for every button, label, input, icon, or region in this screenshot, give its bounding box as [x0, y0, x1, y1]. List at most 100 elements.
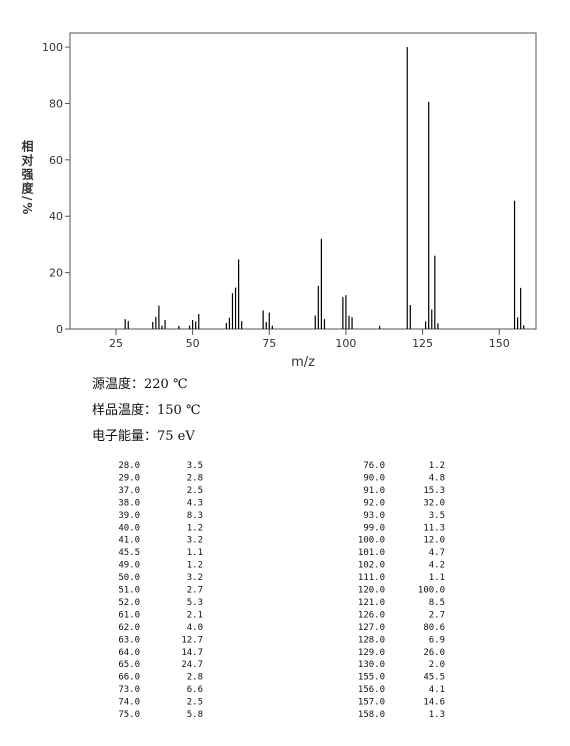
peak [188, 325, 191, 329]
intensity-cell: 5.8 [187, 710, 203, 720]
y-tick-label: 20 [49, 267, 63, 280]
mz-cell: 101.0 [358, 548, 385, 558]
peak [238, 259, 240, 329]
peak [178, 325, 180, 329]
y-tick-label: 0 [56, 323, 63, 336]
mz-cell: 130.0 [358, 660, 385, 670]
peak [158, 305, 160, 329]
peak [124, 319, 126, 329]
mz-cell: 92.0 [363, 498, 385, 508]
intensity-cell: 2.5 [187, 486, 203, 496]
mz-cell: 37.0 [118, 486, 140, 496]
mz-cell: 65.0 [118, 660, 140, 670]
intensity-cell: 12.7 [181, 635, 203, 645]
peak [520, 287, 522, 329]
intensity-cell: 26.0 [423, 648, 445, 658]
peak [195, 321, 197, 329]
mz-cell: 38.0 [118, 498, 140, 508]
peak [192, 319, 194, 329]
mz-cell: 156.0 [358, 685, 385, 695]
peak [434, 255, 436, 329]
y-tick-label: 80 [49, 97, 63, 110]
mz-cell: 128.0 [358, 635, 385, 645]
peak [379, 325, 381, 329]
peak [225, 323, 227, 329]
mz-cell: 74.0 [118, 698, 140, 708]
intensity-cell: 14.7 [181, 648, 203, 658]
intensity-cell: 45.5 [423, 673, 445, 683]
intensity-cell: 100.0 [418, 586, 445, 596]
peak [198, 314, 200, 329]
peak [320, 238, 322, 329]
mz-cell: 100.0 [358, 536, 385, 546]
mz-cell: 29.0 [118, 473, 140, 483]
info-line: 电子能量：75 eV [92, 429, 195, 444]
intensity-cell: 2.7 [187, 586, 203, 596]
peak [348, 315, 350, 329]
mz-cell: 63.0 [118, 635, 140, 645]
peak [268, 312, 270, 329]
intensity-cell: 2.1 [187, 610, 203, 620]
intensity-cell: 4.0 [187, 623, 203, 633]
intensity-cell: 12.0 [423, 536, 445, 546]
mz-cell: 50.0 [118, 573, 140, 583]
intensity-cell: 1.1 [429, 573, 445, 583]
intensity-cell: 2.7 [429, 610, 445, 620]
peak [437, 323, 439, 329]
mz-cell: 66.0 [118, 673, 140, 683]
intensity-cell: 4.1 [429, 685, 445, 695]
intensity-cell: 4.3 [187, 498, 203, 508]
mz-cell: 90.0 [363, 473, 385, 483]
intensity-cell: 2.8 [187, 473, 203, 483]
peak [161, 325, 163, 329]
intensity-cell: 80.6 [423, 623, 445, 633]
intensity-cell: 11.3 [423, 523, 445, 533]
intensity-cell: 3.2 [187, 536, 203, 546]
intensity-cell: 1.2 [429, 461, 445, 471]
peak [513, 200, 516, 329]
x-axis-label: m/z [291, 355, 315, 370]
mz-cell: 127.0 [358, 623, 385, 633]
intensity-cell: 2.5 [187, 698, 203, 708]
intensity-cell: 2.8 [187, 673, 203, 683]
intensity-cell: 3.2 [187, 573, 203, 583]
y-tick-label: 100 [42, 41, 63, 54]
peak [351, 317, 353, 329]
intensity-cell: 6.9 [429, 635, 445, 645]
x-tick-label: 150 [489, 337, 510, 350]
peak [523, 325, 525, 329]
peak [345, 295, 347, 329]
x-tick-label: 75 [262, 337, 276, 350]
mz-cell: 91.0 [363, 486, 385, 496]
intensity-cell: 15.3 [423, 486, 445, 496]
mz-cell: 41.0 [118, 536, 140, 546]
intensity-cell: 4.7 [429, 548, 445, 558]
peak [425, 321, 427, 329]
peak [228, 317, 231, 329]
info-line: 样品温度：150 ℃ [92, 402, 201, 418]
mz-cell: 158.0 [358, 710, 385, 720]
mz-cell: 157.0 [358, 698, 385, 708]
peak [317, 285, 319, 329]
mz-cell: 40.0 [118, 523, 140, 533]
intensity-cell: 1.1 [187, 548, 203, 558]
intensity-cell: 1.2 [187, 523, 203, 533]
intensity-cell: 6.6 [187, 685, 203, 695]
mz-cell: 99.0 [363, 523, 385, 533]
mz-cell: 155.0 [358, 673, 385, 683]
peak [262, 310, 264, 329]
mz-cell: 64.0 [118, 648, 140, 658]
y-tick-label: 60 [49, 154, 63, 167]
intensity-cell: 5.3 [187, 598, 203, 608]
intensity-cell: 4.2 [429, 561, 445, 571]
peak [271, 325, 273, 329]
peak [231, 293, 234, 329]
intensity-cell: 3.5 [429, 511, 445, 521]
x-tick-label: 50 [186, 337, 200, 350]
peak [152, 321, 154, 329]
peak [164, 319, 166, 329]
mz-cell: 49.0 [118, 561, 140, 571]
peak [127, 321, 129, 329]
